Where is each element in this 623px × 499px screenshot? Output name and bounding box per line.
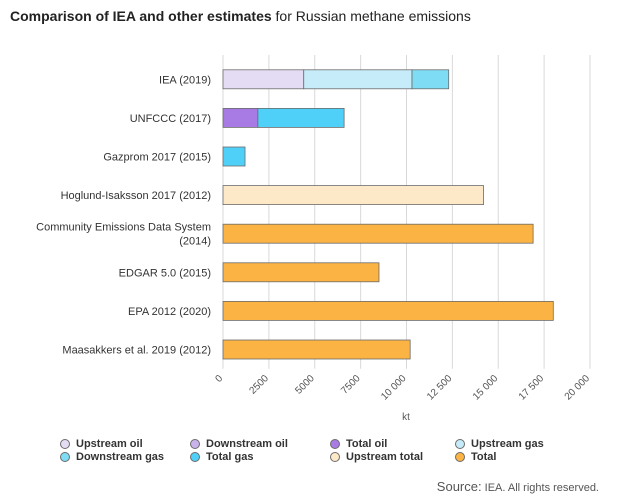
bar-chart: IEA (2019) UNFCCC (2017) Gazprom 2017 (201… <box>36 55 592 423</box>
gridlines <box>222 55 591 369</box>
category-label: Maasakkers et al. 2019 (2012) <box>62 345 211 357</box>
x-tick-label: 7500 <box>339 373 363 397</box>
bar-segment <box>222 339 411 360</box>
legend-swatch <box>60 451 70 462</box>
category-labels: IEA (2019) UNFCCC (2017) Gazprom 2017 (201… <box>36 74 211 356</box>
legend-swatch <box>330 451 340 462</box>
category-label: Community Emissions Data System <box>36 222 211 234</box>
x-tick-label: 10 000 <box>379 373 409 403</box>
bar-segment <box>222 223 534 244</box>
category-label: EDGAR 5.0 (2015) <box>119 267 211 279</box>
source-note: Source: IEA. All rights reserved. <box>437 479 599 494</box>
bars <box>222 69 554 360</box>
legend-label: Downstream oil <box>206 437 288 450</box>
chart-legend: Upstream oil Downstream oil Total oil Upstr… <box>60 437 620 463</box>
chart-title-rest: for Russian methane emissions <box>271 8 471 24</box>
legend-swatch <box>330 438 340 449</box>
legend-label: Upstream oil <box>76 437 143 450</box>
category-label: Hoglund-Isaksson 2017 (2012) <box>61 190 211 202</box>
bar-segment <box>257 108 345 128</box>
legend-label: Total <box>471 450 497 463</box>
legend-label: Downstream gas <box>76 450 165 463</box>
legend-item: Upstream gas <box>455 437 605 450</box>
chart-title: Comparison of IEA and other estimates fo… <box>10 8 471 24</box>
category-label: EPA 2012 (2020) <box>128 306 211 318</box>
x-tick-label: 5000 <box>293 373 317 397</box>
legend-item: Upstream oil <box>60 437 190 450</box>
source-text: IEA. All rights reserved. <box>481 482 599 494</box>
legend-label: Total gas <box>206 450 254 463</box>
legend-label: Upstream gas <box>471 437 544 450</box>
x-tick-label: 17 500 <box>517 373 547 403</box>
legend-item: Total <box>455 450 605 463</box>
legend-item: Total oil <box>330 437 455 450</box>
legend-item: Downstream oil <box>190 437 330 450</box>
legend-item: Downstream gas <box>60 450 190 463</box>
bar-segment <box>222 300 554 321</box>
legend-swatch <box>455 438 465 449</box>
category-label: IEA (2019) <box>159 74 211 86</box>
x-tick-labels: 0 2500 5000 7500 10 000 12 500 15 000 17 500 20 … <box>213 373 592 403</box>
x-axis-label: kt <box>402 412 410 423</box>
category-label: Gazprom 2017 (2015) <box>103 152 211 164</box>
bar-segment <box>411 69 450 90</box>
x-tick-label: 20 000 <box>563 373 593 403</box>
category-label: UNFCCC (2017) <box>130 113 211 125</box>
legend-swatch <box>190 451 200 462</box>
x-tick-label: 15 000 <box>471 373 501 403</box>
legend-item: Total gas <box>190 450 330 463</box>
bar-segment <box>222 262 380 283</box>
bar-segment <box>222 108 259 128</box>
x-tick-label: 0 <box>213 373 225 385</box>
legend-label: Upstream total <box>346 450 424 463</box>
legend-swatch <box>455 451 465 462</box>
bar-segment <box>222 185 484 206</box>
x-tick-label: 12 500 <box>425 373 455 403</box>
bar-segment <box>222 69 305 90</box>
chart-title-bold: Comparison of IEA and other estimates <box>10 8 272 24</box>
legend-swatch <box>60 438 70 449</box>
legend-item: Upstream total <box>330 450 455 463</box>
category-label: (2014) <box>179 236 211 248</box>
x-tick-label: 2500 <box>247 373 271 397</box>
source-label: Source: <box>436 479 482 494</box>
bar-segment <box>303 69 413 90</box>
legend-label: Total oil <box>346 437 388 450</box>
legend-swatch <box>190 438 200 449</box>
bar-segment <box>222 146 246 167</box>
